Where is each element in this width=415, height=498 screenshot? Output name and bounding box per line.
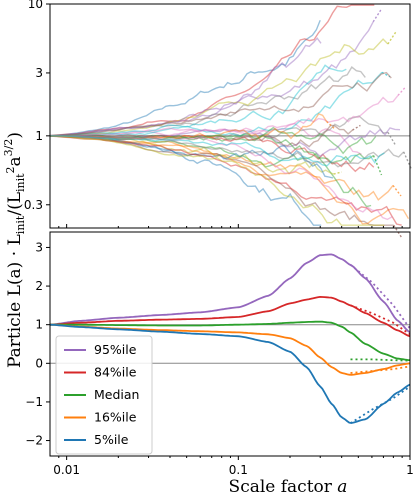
legend-label: 84%ile xyxy=(94,365,137,380)
x-tick-label: 1 xyxy=(406,463,414,477)
particle-trajectory xyxy=(49,135,410,225)
trajectory-dotted-tail xyxy=(392,184,402,197)
series-line-Median xyxy=(50,320,411,362)
particle-trajectory xyxy=(49,38,389,137)
trajectory-dotted-tail xyxy=(393,224,403,239)
particle-trajectory xyxy=(49,135,334,179)
series-line-5%ile xyxy=(49,323,411,424)
particle-trajectory xyxy=(50,134,375,173)
particle-trajectory xyxy=(49,19,321,137)
trajectory-dotted-tail xyxy=(387,31,397,45)
y-tick-label: 10 xyxy=(28,0,43,11)
trajectory-dotted-tail xyxy=(372,155,383,176)
particle-trajectory xyxy=(49,127,401,158)
particle-trajectory xyxy=(50,71,383,137)
y-tick-label: 3 xyxy=(35,240,43,254)
trajectory-dotted-tail xyxy=(326,120,336,130)
particle-trajectory xyxy=(49,4,375,137)
y-tick-label: 1 xyxy=(35,318,43,332)
y-axis-label: Particle L(a) · Linit/(Linit2a3/2) xyxy=(2,132,27,368)
legend-box xyxy=(55,335,153,455)
x-tick-label: 0.1 xyxy=(229,463,248,477)
series-dotted-84%ile xyxy=(350,304,411,336)
particle-trajectory xyxy=(49,135,394,201)
series-line-84%ile xyxy=(49,295,411,338)
particle-trajectory xyxy=(50,134,405,168)
trajectory-dotted-tail xyxy=(333,171,342,175)
particle-trajectory xyxy=(49,122,362,156)
particle-trajectory xyxy=(49,133,374,164)
series-dotted-Median xyxy=(350,358,411,362)
particle-trajectory xyxy=(49,135,372,208)
particle-trajectory xyxy=(49,135,385,167)
legend-label: 5%ile xyxy=(94,432,129,447)
series-dotted-16%ile xyxy=(350,365,411,374)
legend-label: 16%ile xyxy=(94,410,137,425)
x-axis-label: Scale factor a xyxy=(229,477,348,497)
particle-trajectory xyxy=(49,21,374,137)
x-tick-label: 0.01 xyxy=(53,463,80,477)
legend-label: 95%ile xyxy=(94,342,137,357)
legend: 95%ile 84%ile Median 16%ile 5%ile xyxy=(55,335,153,455)
particle-trajectory xyxy=(49,124,353,148)
particle-trajectory xyxy=(49,135,322,226)
particle-trajectory xyxy=(49,135,402,226)
particle-trajectory xyxy=(49,135,385,226)
particle-trajectory xyxy=(49,115,389,140)
particle-trajectory xyxy=(50,112,328,140)
legend-label: Median xyxy=(94,387,139,402)
particle-trajectory xyxy=(50,135,393,221)
y-tick-label: −2 xyxy=(25,434,43,448)
trajectory-dotted-tail xyxy=(387,131,397,147)
trajectory-dotted-tail xyxy=(381,71,391,78)
top-panel: 0.3 1 3 10 xyxy=(24,0,413,239)
y-tick-label: 0 xyxy=(35,356,43,370)
particle-trajectory xyxy=(49,64,347,137)
y-tick-label: 3 xyxy=(35,66,43,80)
particle-trajectory xyxy=(49,94,399,137)
y-tick-label: 2 xyxy=(35,279,43,293)
particle-trajectory xyxy=(49,66,366,137)
series-line-95%ile xyxy=(49,253,411,334)
particle-trajectory xyxy=(49,71,392,137)
trajectory-dotted-tail xyxy=(372,9,382,23)
particle-trajectory xyxy=(49,135,334,175)
y-tick-label: 0.3 xyxy=(24,198,43,212)
bottom-panel: −2 −1 0 1 2 3 0.01 0.1 1 xyxy=(25,231,414,477)
trajectory-dotted-tail xyxy=(352,124,361,131)
particle-trajectory xyxy=(50,126,377,155)
particle-trajectory xyxy=(49,135,394,226)
y-tick-label: −1 xyxy=(25,395,43,409)
trajectory-dotted-tail xyxy=(397,86,407,96)
y-tick-label: 1 xyxy=(35,129,43,143)
particle-trajectory xyxy=(50,37,322,137)
